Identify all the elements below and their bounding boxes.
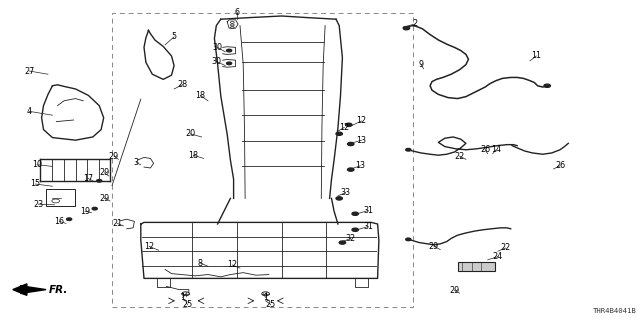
Text: FR.: FR. [49, 284, 68, 295]
Text: 13: 13 [356, 136, 367, 145]
Text: 24: 24 [493, 252, 503, 261]
Text: 29: 29 [99, 194, 109, 203]
Text: 18: 18 [188, 151, 198, 160]
Text: 18: 18 [195, 91, 205, 100]
Bar [112, 13, 413, 307]
Text: 13: 13 [355, 161, 365, 170]
Text: 19: 19 [80, 207, 90, 216]
Text: 21: 21 [112, 219, 122, 228]
Text: 31: 31 [363, 222, 373, 231]
Text: 3: 3 [134, 158, 139, 167]
Circle shape [348, 142, 354, 146]
Circle shape [346, 123, 352, 126]
Text: 29: 29 [109, 152, 119, 161]
Text: 10: 10 [32, 160, 42, 169]
Text: 23: 23 [33, 200, 44, 209]
Circle shape [406, 238, 411, 241]
Bar [458, 262, 495, 271]
Circle shape [336, 197, 342, 200]
Text: 6: 6 [234, 8, 239, 17]
Circle shape [406, 148, 411, 151]
Text: 32: 32 [346, 234, 356, 243]
Circle shape [544, 84, 550, 87]
Polygon shape [13, 284, 46, 295]
Text: 12: 12 [339, 123, 349, 132]
Bar [46, 189, 75, 206]
Text: 20: 20 [185, 129, 195, 138]
Text: 12: 12 [227, 260, 237, 269]
Text: 29: 29 [429, 242, 439, 251]
Text: 22: 22 [500, 244, 511, 252]
Text: 26: 26 [480, 145, 490, 154]
Circle shape [352, 228, 358, 231]
Text: 2: 2 [412, 20, 417, 28]
Text: 1: 1 [180, 293, 185, 302]
Text: 5: 5 [172, 32, 177, 41]
Text: 1: 1 [263, 293, 268, 302]
Text: 33: 33 [340, 188, 351, 197]
Text: 4: 4 [27, 107, 32, 116]
Text: 8: 8 [198, 259, 203, 268]
Circle shape [67, 218, 72, 220]
Text: 29: 29 [99, 168, 109, 177]
Circle shape [92, 207, 97, 210]
Circle shape [348, 168, 354, 171]
Text: 14: 14 [491, 145, 501, 154]
Text: 30: 30 [211, 57, 221, 66]
Text: THR4B4041B: THR4B4041B [593, 308, 637, 314]
Text: 25: 25 [182, 300, 193, 309]
Text: 9: 9 [419, 60, 424, 69]
Text: 28: 28 [177, 80, 188, 89]
Text: 12: 12 [356, 116, 367, 125]
Circle shape [336, 132, 342, 135]
Text: 16: 16 [54, 217, 65, 226]
Text: 15: 15 [30, 180, 40, 188]
Text: 12: 12 [144, 242, 154, 251]
Text: 30: 30 [212, 43, 223, 52]
Circle shape [97, 180, 102, 182]
Circle shape [227, 49, 232, 52]
Text: 17: 17 [83, 174, 93, 183]
Text: 27: 27 [24, 67, 35, 76]
Text: 22: 22 [454, 152, 465, 161]
Circle shape [339, 241, 346, 244]
Text: 31: 31 [363, 206, 373, 215]
Text: 29: 29 [449, 286, 460, 295]
Circle shape [352, 212, 358, 215]
Circle shape [227, 62, 232, 65]
Text: 25: 25 [266, 300, 276, 309]
Text: 26: 26 [555, 161, 565, 170]
Circle shape [403, 27, 410, 30]
Text: 11: 11 [531, 52, 541, 60]
